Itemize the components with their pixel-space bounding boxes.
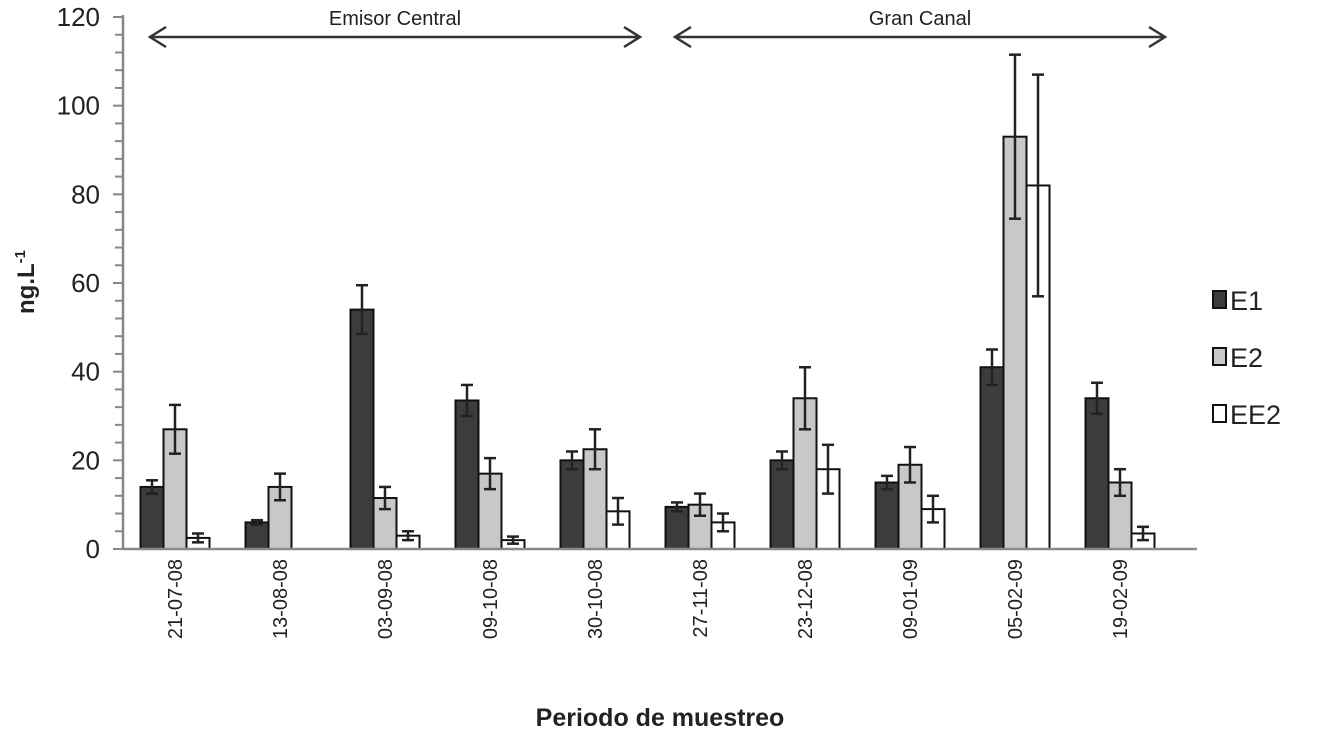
x-tick-label: 09-01-09 <box>900 559 922 639</box>
bar-e1-19-02-09 <box>1084 397 1110 550</box>
y-tick-label: 120 <box>57 2 100 32</box>
bar-e1-21-07-08 <box>139 485 165 550</box>
x-tick-label: 27-11-08 <box>690 559 712 638</box>
y-tick-label: 60 <box>71 268 100 298</box>
legend-label-e1: E1 <box>1230 286 1263 316</box>
arrow-left-icon <box>147 25 167 49</box>
bar-e1-27-11-08 <box>664 505 690 550</box>
arrow-right-icon <box>623 25 643 49</box>
x-tick-label: 19-02-09 <box>1110 559 1132 639</box>
legend-swatch-ee2 <box>1212 404 1227 423</box>
y-tick-label: 20 <box>71 445 100 475</box>
bar-e1-13-08-08 <box>244 521 270 551</box>
legend-label-ee2: EE2 <box>1230 400 1281 430</box>
bar-e1-23-12-08 <box>769 459 795 551</box>
y-tick-label: 80 <box>71 179 100 209</box>
bar-e1-09-01-09 <box>874 481 900 550</box>
x-tick-label: 13-08-08 <box>270 559 292 639</box>
bar-e1-05-02-09 <box>979 366 1005 550</box>
y-tick-label: 0 <box>86 534 100 564</box>
x-tick-label: 23-12-08 <box>795 559 817 639</box>
x-tick-label: 21-07-08 <box>165 559 187 639</box>
region-label: Emisor Central <box>329 8 461 30</box>
x-tick-label: 09-10-08 <box>480 559 502 639</box>
x-axis-title: Periodo de muestreo <box>536 704 785 732</box>
y-axis-title: ng.L-1 <box>12 250 40 314</box>
y-tick-label: 40 <box>71 357 100 387</box>
legend-swatch-e2 <box>1212 347 1227 366</box>
y-tick-label: 100 <box>57 91 100 121</box>
region-label: Gran Canal <box>869 8 971 30</box>
legend-swatch-e1 <box>1212 290 1227 309</box>
x-tick-label: 05-02-09 <box>1005 559 1027 639</box>
arrow-right-icon <box>1148 25 1168 49</box>
arrow-left-icon <box>672 25 692 49</box>
x-tick-label: 03-09-08 <box>375 559 397 639</box>
bar-e1-30-10-08 <box>559 459 585 551</box>
bar-e1-09-10-08 <box>454 399 480 550</box>
bar-e1-03-09-08 <box>349 308 375 550</box>
legend-label-e2: E2 <box>1230 343 1263 373</box>
x-tick-label: 30-10-08 <box>585 559 607 639</box>
